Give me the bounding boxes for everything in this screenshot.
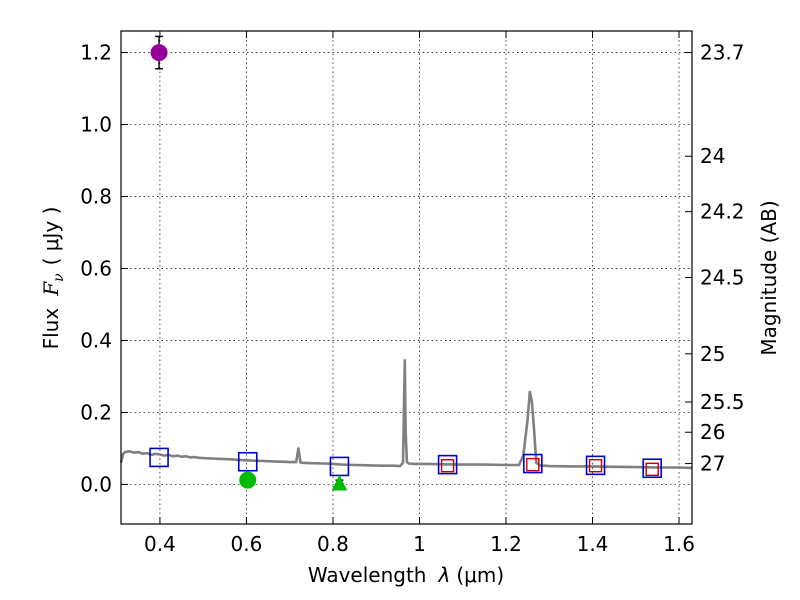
y-tick-label: 0.0 — [80, 472, 112, 496]
x-axis-unit: (μm) — [456, 563, 504, 587]
detection-point — [150, 44, 168, 62]
y-tick-label: 0.6 — [80, 257, 112, 281]
y2-tick-label: 26 — [700, 420, 725, 444]
x-tick-label: 1 — [413, 532, 426, 556]
y-tick-label: 1.0 — [80, 113, 112, 137]
y2-tick-label: 23.7 — [700, 41, 745, 65]
x-axis-lambda: λ — [438, 563, 451, 587]
x-tick-label: 1.2 — [490, 532, 522, 556]
model-photometry-point — [149, 447, 169, 468]
axis-ticks: 0.4 0.6 0.8 1 1.2 1.4 1.6 0.0 0.2 0.4 0.6 0.8 1.0 1.2… — [80, 31, 745, 556]
y2-tick-label: 25 — [700, 342, 725, 366]
observed-photometry-point — [645, 462, 659, 477]
detection-point — [239, 471, 257, 489]
model-photometry-point — [237, 451, 258, 472]
observed-photometry-point — [526, 457, 540, 472]
y-axis-label-prefix: Flux — [39, 308, 63, 350]
model-photometry-point — [523, 453, 543, 474]
sed-model-curve — [119, 358, 693, 470]
y-tick-label: 0.2 — [80, 400, 112, 424]
model-photometry-point — [642, 458, 663, 479]
y2-tick-label: 24.5 — [700, 266, 745, 290]
y-tick-label: 1.2 — [80, 41, 112, 65]
plot-frame — [120, 30, 693, 525]
y-axis-unit: ( μJy ) — [39, 207, 63, 266]
observed-photometry-point — [588, 459, 603, 473]
detection-point — [331, 474, 348, 491]
x-tick-label: 1.4 — [577, 532, 609, 556]
y2-tick-label: 27 — [700, 452, 725, 476]
y2-tick-label: 24 — [700, 144, 725, 168]
y-axis-subscript: ν — [51, 273, 67, 282]
y2-axis-label: Magnitude (AB) — [757, 200, 781, 355]
model-photometry-point — [585, 455, 606, 476]
plot-series — [119, 35, 693, 491]
model-photometry-point — [437, 454, 458, 475]
observed-photometry-point — [440, 459, 455, 473]
x-axis-label-prefix: Wavelength — [308, 563, 427, 587]
y-tick-label: 0.8 — [80, 185, 112, 209]
y-tick-label: 0.4 — [80, 328, 112, 352]
y-axis-label: Flux Fν ( μJy ) — [39, 207, 67, 350]
x-tick-label: 0.8 — [317, 532, 349, 556]
x-tick-label: 0.6 — [231, 532, 263, 556]
y-axis-symbol: F — [39, 281, 63, 297]
y2-tick-label: 24.2 — [700, 200, 745, 224]
y2-tick-label: 25.5 — [700, 390, 745, 414]
x-axis-label: Wavelength λ (μm) — [308, 563, 504, 587]
x-tick-label: 1.6 — [663, 532, 695, 556]
grid-lines — [121, 31, 692, 524]
x-tick-label: 0.4 — [144, 532, 176, 556]
